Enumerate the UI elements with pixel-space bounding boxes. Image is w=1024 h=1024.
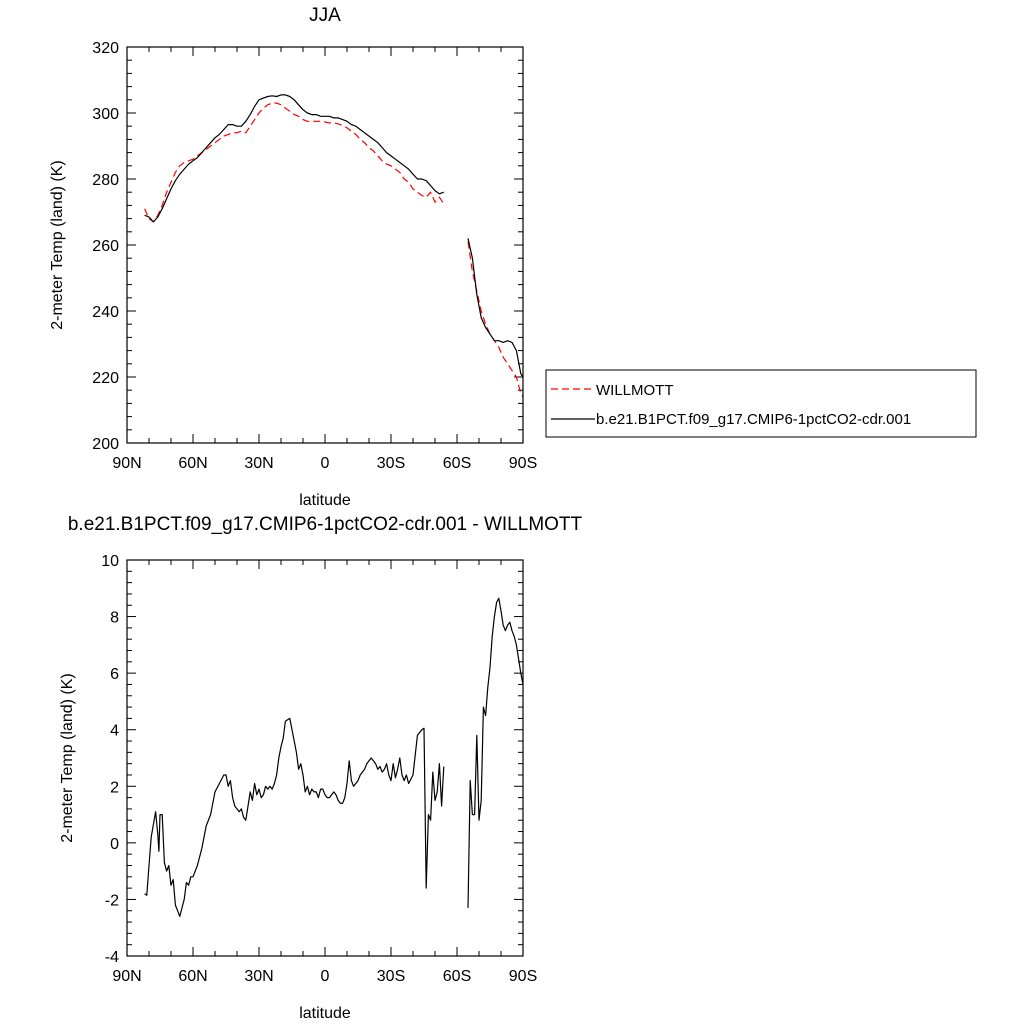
x-tick-label: 60N bbox=[178, 968, 207, 985]
x-tick-label: 30N bbox=[244, 968, 273, 985]
y-tick-label: 300 bbox=[92, 106, 119, 123]
x-tick-label: 30S bbox=[377, 455, 405, 472]
y-tick-label: -2 bbox=[105, 892, 119, 909]
bottom-chart-x-axis-label: latitude bbox=[299, 1005, 351, 1022]
x-tick-label: 60N bbox=[178, 455, 207, 472]
legend-label-model: b.e21.B1PCT.f09_g17.CMIP6-1pctCO2-cdr.00… bbox=[596, 411, 911, 428]
legend-box bbox=[545, 369, 977, 438]
bottom-chart-title: b.e21.B1PCT.f09_g17.CMIP6-1pctCO2-cdr.00… bbox=[68, 514, 583, 535]
bottom-chart-y-axis-label: 2-meter Temp (land) (K) bbox=[59, 673, 76, 843]
top-chart-ticks: 90N 60N 30N 0 30S 60S 90S 200 220 240 260 280 300 320 bbox=[92, 40, 537, 472]
series-line-1-segment-0 bbox=[144, 94, 445, 223]
y-tick-label: 10 bbox=[101, 553, 119, 570]
y-tick-label: 200 bbox=[92, 436, 119, 453]
y-tick-label: 220 bbox=[92, 370, 119, 387]
x-tick-label: 90S bbox=[509, 455, 537, 472]
top-chart-series bbox=[144, 94, 524, 398]
top-chart-x-axis-label: latitude bbox=[299, 492, 351, 509]
x-tick-label: 30N bbox=[244, 455, 273, 472]
y-tick-label: 8 bbox=[110, 610, 119, 627]
top-chart-title: JJA bbox=[309, 5, 341, 26]
x-tick-label: 90N bbox=[112, 455, 141, 472]
y-tick-label: -4 bbox=[105, 949, 119, 966]
x-tick-label: 60S bbox=[443, 968, 471, 985]
legend-label-willmott: WILLMOTT bbox=[596, 382, 674, 399]
bottom-chart-difference: b.e21.B1PCT.f09_g17.CMIP6-1pctCO2-cdr.00… bbox=[59, 514, 583, 1022]
series-line-0-segment-1 bbox=[467, 597, 524, 908]
x-tick-label: 0 bbox=[321, 455, 330, 472]
y-tick-label: 280 bbox=[92, 172, 119, 189]
y-tick-label: 4 bbox=[110, 723, 119, 740]
y-tick-label: 0 bbox=[110, 836, 119, 853]
x-tick-label: 60S bbox=[443, 455, 471, 472]
y-tick-label: 260 bbox=[92, 238, 119, 255]
y-tick-label: 6 bbox=[110, 666, 119, 683]
top-chart-y-axis-label: 2-meter Temp (land) (K) bbox=[49, 160, 66, 330]
y-tick-label: 2 bbox=[110, 779, 119, 796]
series-line-0-segment-1 bbox=[467, 241, 524, 398]
legend: WILLMOTT b.e21.B1PCT.f09_g17.CMIP6-1pctC… bbox=[545, 369, 977, 438]
series-line-1-segment-1 bbox=[467, 238, 524, 378]
top-chart-jja: JJA 2-meter Temp (land) (K) latitude 90N… bbox=[49, 5, 977, 509]
y-tick-label: 320 bbox=[92, 40, 119, 57]
x-tick-label: 90N bbox=[112, 968, 141, 985]
x-tick-label: 0 bbox=[321, 968, 330, 985]
bottom-chart-series bbox=[144, 597, 524, 918]
top-chart-plot-frame bbox=[126, 46, 524, 444]
series-line-0-segment-0 bbox=[144, 102, 445, 223]
bottom-chart-plot-frame bbox=[126, 559, 524, 957]
bottom-chart-ticks: 90N 60N 30N 0 30S 60S 90S -4 -2 0 2 4 6 8 10 bbox=[101, 553, 537, 985]
series-line-0-segment-0 bbox=[144, 717, 445, 918]
x-tick-label: 90S bbox=[509, 968, 537, 985]
y-tick-label: 240 bbox=[92, 304, 119, 321]
x-tick-label: 30S bbox=[377, 968, 405, 985]
